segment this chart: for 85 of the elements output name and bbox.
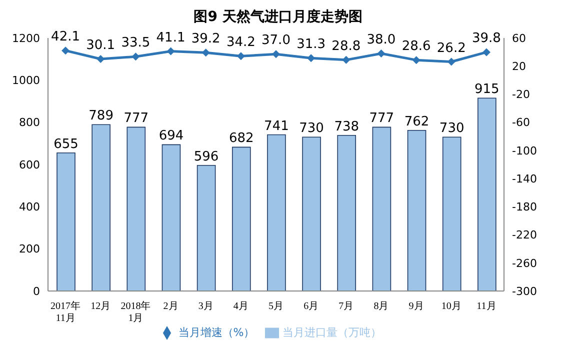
data-label: 762 xyxy=(404,114,430,130)
bar xyxy=(442,136,462,291)
y2-tick-label: 20 xyxy=(512,60,526,74)
data-label: 30.1 xyxy=(86,38,116,54)
bar xyxy=(92,124,110,291)
legend-label: 当月进口量（万吨） xyxy=(282,326,382,339)
data-label: 777 xyxy=(369,111,394,126)
y2-tick-label: -100 xyxy=(512,144,537,158)
x-tick-label: 2017年 11月 xyxy=(50,300,81,324)
point xyxy=(342,56,350,64)
data-label: 37.0 xyxy=(262,33,290,48)
data-label: 730 xyxy=(439,121,464,136)
data-label: 777 xyxy=(124,111,149,126)
bar xyxy=(56,152,76,291)
bar xyxy=(337,135,356,291)
point xyxy=(377,49,386,58)
chart-title: 图9 天然气进口月度走势图 xyxy=(192,8,364,27)
data-label: 789 xyxy=(88,108,114,124)
bar xyxy=(267,134,286,291)
data-label: 28.6 xyxy=(402,39,431,54)
bar xyxy=(478,98,496,291)
data-label: 730 xyxy=(299,121,324,136)
y-tick-label: 600 xyxy=(19,158,40,172)
data-label: 39.8 xyxy=(472,31,501,46)
data-label: 682 xyxy=(228,131,254,146)
point xyxy=(132,52,140,61)
point xyxy=(412,56,420,64)
point xyxy=(482,48,490,56)
x-tick-label: 9月 xyxy=(408,301,424,312)
x-tick-label: 12月 xyxy=(90,301,111,312)
y-tick-label: 1000 xyxy=(12,74,40,88)
data-label: 596 xyxy=(194,149,219,164)
bar xyxy=(126,126,146,291)
y2-tick-label: -140 xyxy=(512,172,537,186)
data-label: 694 xyxy=(158,128,184,144)
data-label: 31.3 xyxy=(296,37,326,52)
y2-tick-label: -60 xyxy=(512,116,530,130)
x-tick-label: 8月 xyxy=(374,301,389,312)
x-tick-label: 7月 xyxy=(338,301,354,312)
y-tick-label: 800 xyxy=(19,116,40,130)
bar xyxy=(162,144,181,291)
data-label: 33.5 xyxy=(121,36,150,51)
y2-tick-label: -180 xyxy=(512,200,537,214)
x-tick-label: 5月 xyxy=(268,301,284,312)
legend-label: 当月增速（%） xyxy=(178,326,255,339)
y-tick-label: 1200 xyxy=(12,32,40,45)
point xyxy=(96,55,105,64)
bar xyxy=(302,136,321,291)
y2-tick-label: -300 xyxy=(512,284,537,298)
y-tick-label: 0 xyxy=(33,284,40,298)
data-label: 26.2 xyxy=(436,40,466,56)
y2-tick-label: 60 xyxy=(512,32,526,45)
point xyxy=(272,50,280,58)
bar xyxy=(196,164,216,291)
y2-tick-label: -260 xyxy=(512,256,537,270)
x-tick-label: 10月 xyxy=(441,301,462,312)
data-label: 741 xyxy=(264,118,289,134)
y-tick-label: 200 xyxy=(19,242,40,256)
x-tick-label: 3月 xyxy=(198,301,214,312)
x-tick-label: 2018年 1月 xyxy=(120,300,151,324)
x-tick-label: 2月 xyxy=(163,301,178,312)
data-label: 42.1 xyxy=(51,30,80,45)
x-tick-label: 11月 xyxy=(476,301,496,312)
bar xyxy=(232,146,251,291)
data-label: 38.0 xyxy=(366,32,396,48)
x-tick-label: 4月 xyxy=(233,301,248,312)
data-label: 28.8 xyxy=(332,38,361,54)
point xyxy=(62,46,70,55)
point xyxy=(236,52,245,60)
data-label: 915 xyxy=(474,82,500,98)
point xyxy=(447,58,456,66)
y-tick-label: 400 xyxy=(19,200,40,214)
bar xyxy=(407,130,426,291)
x-tick-label: 6月 xyxy=(304,301,319,312)
point xyxy=(202,48,210,57)
data-label: 39.2 xyxy=(191,32,220,47)
y2-tick-label: -20 xyxy=(512,88,530,102)
point xyxy=(166,47,175,56)
point xyxy=(307,54,316,62)
data-label: 34.2 xyxy=(226,35,256,50)
data-label: 738 xyxy=(334,119,360,134)
bar xyxy=(372,126,392,291)
y2-tick-label: -220 xyxy=(512,228,537,242)
data-label: 41.1 xyxy=(156,30,186,46)
data-label: 655 xyxy=(54,136,78,152)
